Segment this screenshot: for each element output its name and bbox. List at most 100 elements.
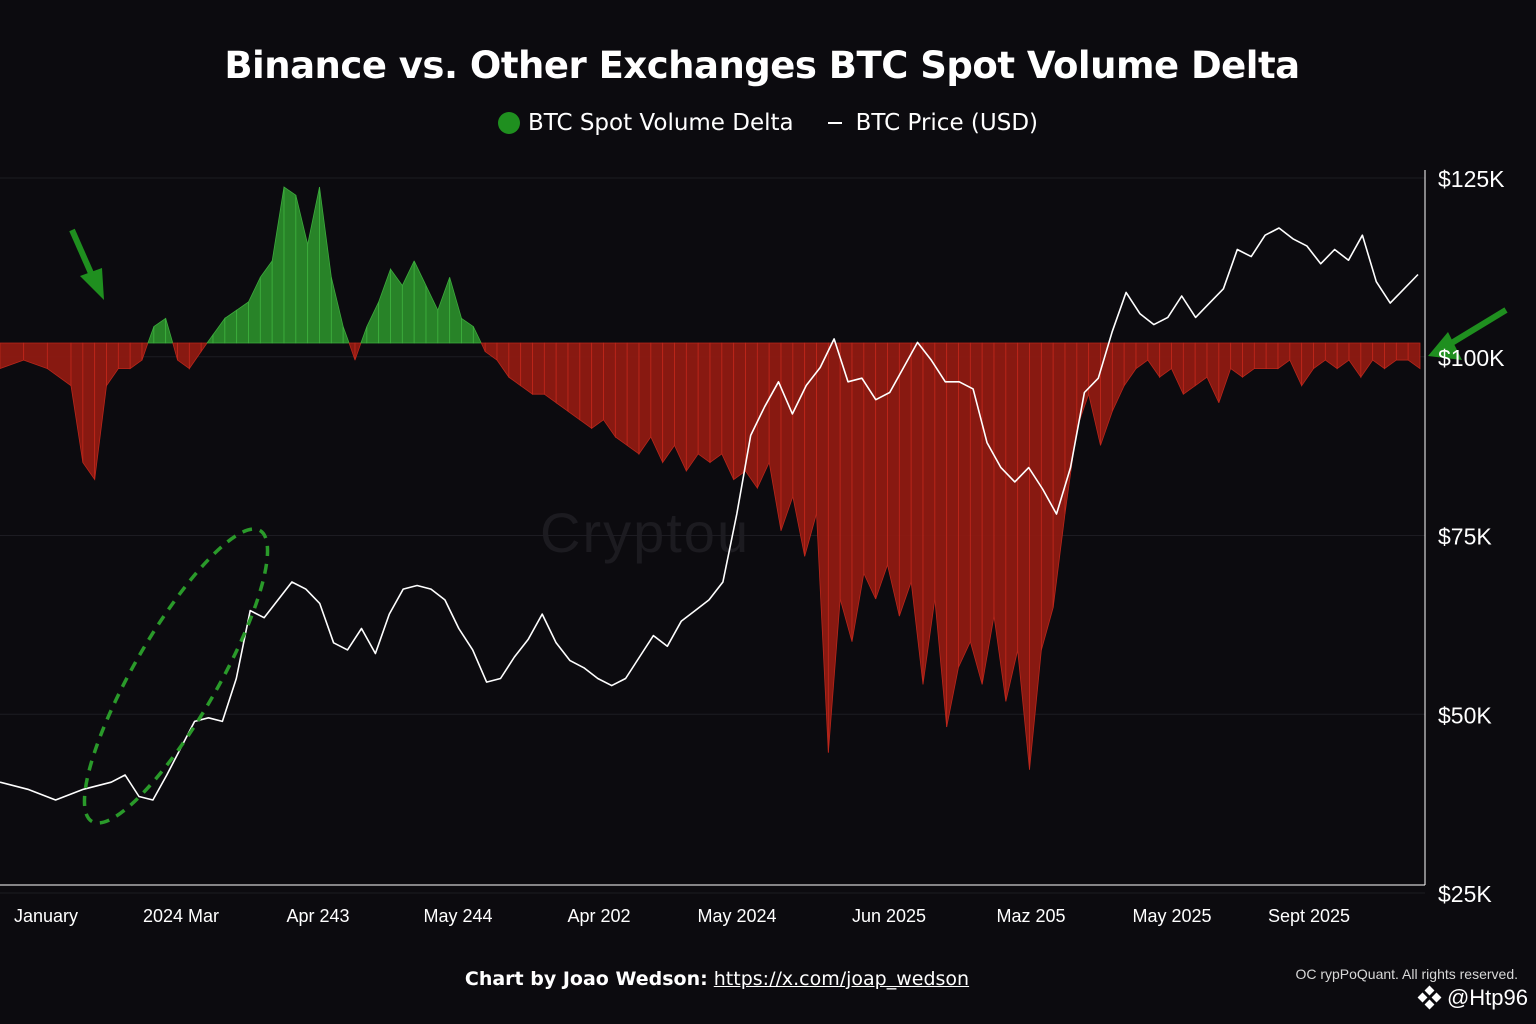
volume-delta-segment — [390, 267, 403, 344]
chart-annotations — [69, 228, 1508, 825]
volume-delta-segment — [827, 342, 841, 753]
volume-delta-segment — [496, 342, 510, 379]
volume-delta-segment — [1372, 342, 1385, 370]
green-arrow-icon-right — [1428, 307, 1508, 360]
x-tick-label: Apr 243 — [286, 906, 349, 926]
y-tick-label: $125K — [1438, 166, 1505, 192]
volume-delta-segment — [1088, 342, 1101, 446]
volume-delta-segment — [1265, 342, 1279, 369]
volume-delta-segment — [1182, 342, 1196, 395]
volume-delta-segment — [1076, 342, 1090, 429]
volume-delta-segment — [188, 342, 202, 370]
volume-delta-segment — [348, 342, 356, 361]
volume-delta-segment — [117, 342, 131, 369]
volume-delta-segment — [319, 186, 332, 344]
volume-delta-segment — [887, 342, 900, 617]
volume-delta-segment — [472, 326, 482, 344]
y-tick-label: $75K — [1438, 524, 1492, 550]
binance-diamond-icon — [1417, 985, 1442, 1010]
line-dash-icon — [827, 122, 842, 124]
volume-delta-segment — [259, 259, 273, 344]
volume-delta-segment — [82, 342, 96, 481]
volume-delta-segment — [206, 333, 214, 344]
volume-delta-segment — [172, 342, 178, 361]
volume-delta-segment — [555, 342, 569, 413]
volume-delta-segment — [958, 342, 971, 668]
volume-delta-segment — [1324, 342, 1338, 370]
volume-delta-segment — [1313, 342, 1326, 370]
volume-delta-segment — [756, 342, 770, 489]
btc-price-line — [0, 227, 1419, 801]
volume-delta-segment — [910, 342, 924, 685]
volume-delta-segment — [342, 326, 350, 344]
volume-delta-segment — [1029, 342, 1042, 770]
volume-delta-segment — [70, 342, 84, 463]
credit-link[interactable]: https://x.com/joap_wedson — [713, 968, 970, 990]
volume-delta-segment — [1100, 342, 1113, 446]
volume-delta-segment — [567, 342, 581, 421]
credit-label: Chart by Joao Wedson: — [464, 968, 708, 990]
volume-delta-segment — [295, 195, 309, 344]
y-tick-label: $25K — [1438, 881, 1492, 907]
volume-delta-segment — [129, 342, 143, 370]
volume-delta-segment — [1395, 342, 1409, 361]
volume-delta-segment — [662, 342, 675, 464]
volume-delta-segment — [449, 277, 462, 344]
volume-delta-segment — [898, 342, 912, 617]
volume-delta-segment — [1005, 342, 1019, 702]
volume-delta-segment — [23, 342, 48, 370]
legend-item-btc-price[interactable]: BTC Price (USD) — [827, 110, 1038, 136]
volume-delta-segment — [1218, 342, 1232, 403]
green-dot-icon — [497, 112, 520, 134]
gridlines — [0, 177, 1425, 894]
volume-delta-segment — [484, 342, 498, 361]
volume-delta-segment — [1336, 342, 1350, 370]
legend-item-volume-delta[interactable]: BTC Spot Volume Delta — [497, 110, 794, 136]
volume-delta-segment — [768, 342, 782, 531]
watermark: Cryptou — [540, 501, 751, 564]
volume-delta-segment — [603, 342, 616, 439]
social-handle[interactable]: @Htp96 — [1417, 985, 1528, 1011]
volume-delta-segment — [271, 186, 285, 344]
volume-delta-segment — [1230, 342, 1243, 378]
volume-delta-segment — [839, 342, 853, 642]
legend-label-volume-delta: BTC Spot Volume Delta — [527, 110, 794, 136]
volume-delta-segment — [1171, 342, 1184, 395]
volume-delta-segment — [165, 318, 174, 344]
volume-delta-segment — [1194, 342, 1208, 387]
volume-delta-segment — [614, 342, 628, 447]
volume-delta-segment — [626, 342, 640, 455]
volume-delta-segment — [532, 342, 545, 395]
y-axis-ticks: $125K $100K $75K $50K $25K — [1438, 166, 1505, 907]
volume-delta-segment — [875, 342, 888, 600]
volume-delta-segment — [401, 260, 415, 344]
volume-delta-segment — [946, 342, 959, 728]
x-tick-label: Sept 2025 — [1268, 906, 1350, 926]
volume-delta-segment — [224, 309, 238, 344]
chart-title: Binance vs. Other Exchanges BTC Spot Vol… — [224, 44, 1300, 87]
x-tick-label: January — [14, 906, 78, 926]
volume-delta-segment — [1017, 342, 1030, 770]
volume-delta-segment — [863, 342, 877, 600]
volume-delta-segment — [851, 342, 865, 642]
chart-legend: BTC Spot Volume Delta BTC Price (USD) — [0, 110, 1536, 136]
volume-delta-area — [0, 186, 1421, 770]
volume-delta-segment — [366, 301, 380, 344]
volume-delta-segment — [354, 342, 362, 361]
volume-delta-segment — [1242, 342, 1255, 378]
volume-delta-segment — [147, 326, 155, 344]
volume-delta-segment — [1123, 342, 1137, 387]
volume-delta-segment — [413, 260, 427, 344]
volume-delta-segment — [638, 342, 652, 456]
copyright-text: OC rypPoQuant. All rights reserved. — [1295, 966, 1518, 982]
footer-credit: Chart by Joao Wedson: https://x.com/joap… — [0, 968, 1434, 990]
volume-delta-segment — [685, 342, 699, 473]
handle-text: @Htp96 — [1446, 985, 1528, 1010]
volume-delta-segment — [508, 342, 522, 387]
volume-delta-segment — [543, 342, 557, 404]
volume-delta-segment — [1135, 342, 1149, 370]
volume-delta-segment — [330, 277, 344, 344]
volume-delta-segment — [721, 342, 735, 480]
